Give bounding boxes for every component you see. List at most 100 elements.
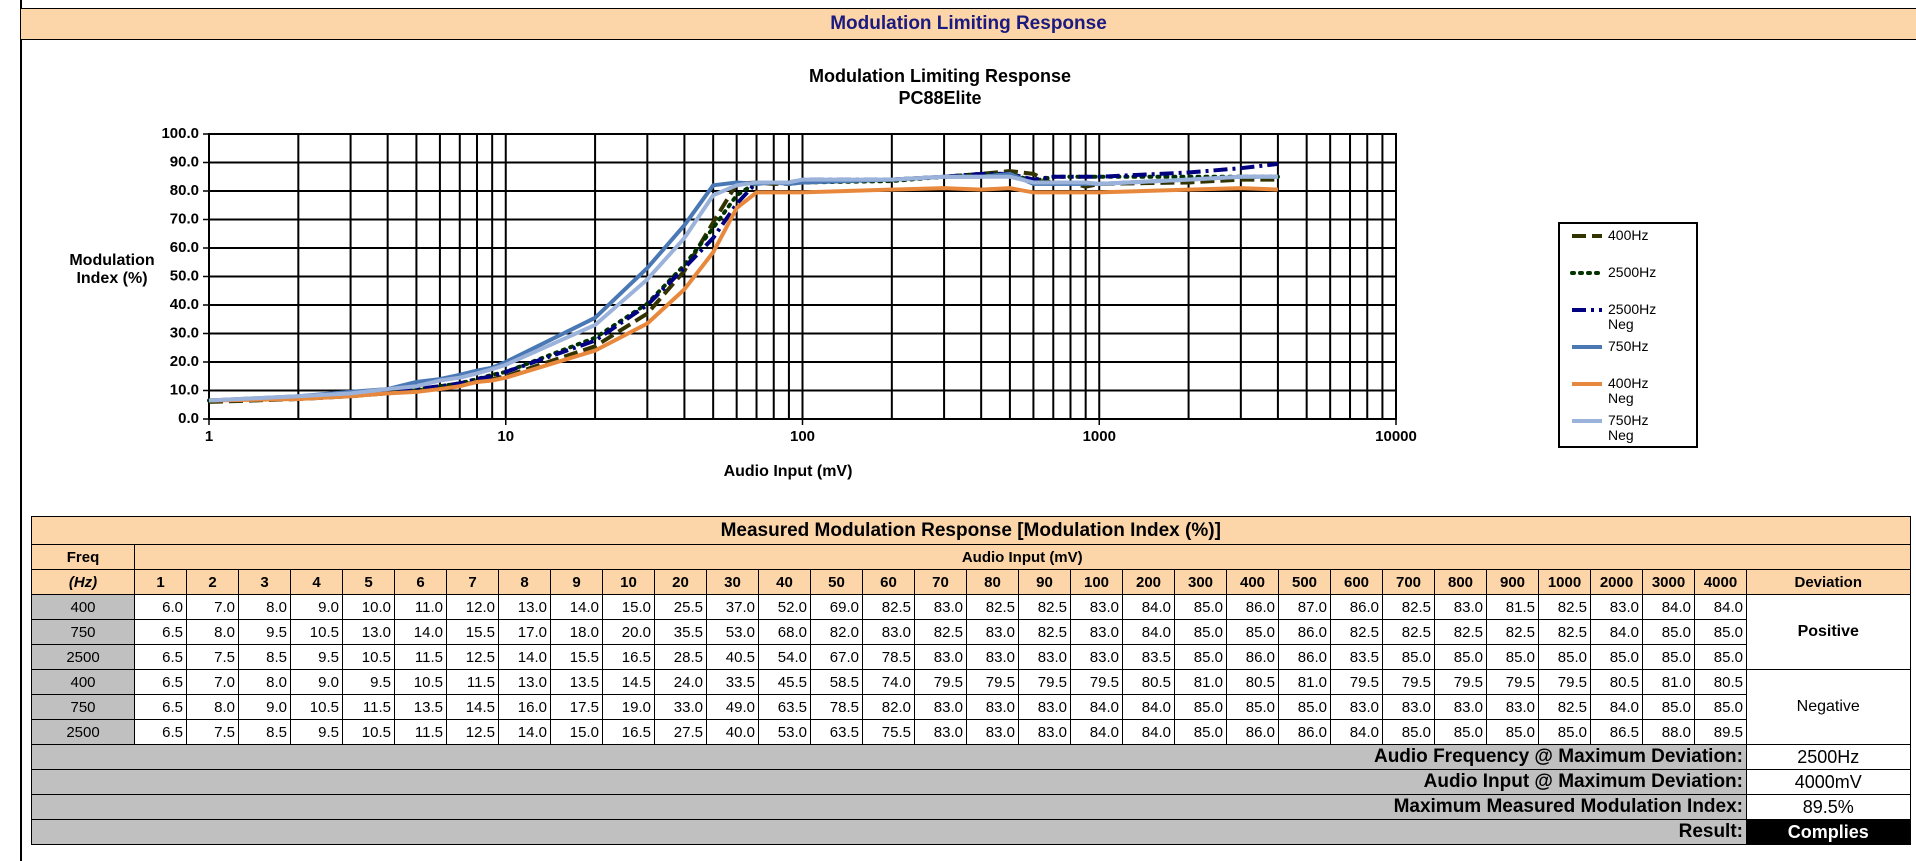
value-cell: 9.0 <box>290 594 343 620</box>
legend-label: 400Hz Neg <box>1608 375 1649 406</box>
value-cell: 7.5 <box>186 644 239 670</box>
value-cell: 86.0 <box>1226 644 1279 670</box>
value-cell: 7.0 <box>186 669 239 695</box>
value-cell: 6.0 <box>134 594 187 620</box>
value-cell: 86.0 <box>1226 594 1279 620</box>
freq-cell: 750 <box>31 619 135 645</box>
value-cell: 88.0 <box>1642 719 1695 745</box>
value-cell: 85.0 <box>1226 694 1279 720</box>
value-cell: 8.0 <box>186 694 239 720</box>
value-cell: 81.0 <box>1642 669 1695 695</box>
value-cell: 27.5 <box>654 719 707 745</box>
value-cell: 17.0 <box>498 619 551 645</box>
y-tick-label: 60.0 <box>170 239 199 256</box>
value-cell: 11.5 <box>342 694 395 720</box>
value-cell: 83.0 <box>1018 719 1071 745</box>
summary-row: Audio Input @ Maximum Deviation: 4000mV <box>31 769 1911 795</box>
value-cell: 85.0 <box>1226 619 1279 645</box>
data-table: Measured Modulation Response [Modulation… <box>31 516 1911 845</box>
summary-value: Complies <box>1746 819 1911 845</box>
value-cell: 83.0 <box>862 619 915 645</box>
freq-cell: 400 <box>31 669 135 695</box>
value-cell: 12.5 <box>446 644 499 670</box>
column-header: 2000 <box>1590 569 1643 595</box>
value-cell: 53.0 <box>758 719 811 745</box>
value-cell: 85.0 <box>1694 619 1747 645</box>
value-cell: 52.0 <box>758 594 811 620</box>
data-row: 400 6.0 7.0 8.0 9.0 10.0 11.0 12.0 13.0 14.0 15.0 2… <box>31 594 1911 670</box>
value-cell: 79.5 <box>1330 669 1383 695</box>
legend-swatch <box>1572 308 1602 312</box>
value-cell: 83.0 <box>1434 694 1487 720</box>
value-cell: 40.5 <box>706 644 759 670</box>
value-cell: 89.5 <box>1694 719 1747 745</box>
column-header: 500 <box>1278 569 1331 595</box>
value-cell: 81.5 <box>1486 594 1539 620</box>
value-cell: 9.5 <box>290 719 343 745</box>
value-cell: 84.0 <box>1122 594 1175 620</box>
value-cell: 17.5 <box>550 694 603 720</box>
column-header: 800 <box>1434 569 1487 595</box>
value-cell: 84.0 <box>1122 619 1175 645</box>
value-cell: 83.0 <box>966 694 1019 720</box>
legend-item: 400Hz <box>1560 228 1696 265</box>
value-cell: 82.5 <box>1486 619 1539 645</box>
value-cell: 9.0 <box>290 669 343 695</box>
value-cell: 82.5 <box>1538 594 1591 620</box>
legend-label: 750Hz <box>1608 338 1649 354</box>
value-cell: 85.0 <box>1694 694 1747 720</box>
value-cell: 85.0 <box>1174 594 1227 620</box>
legend-item: 400Hz Neg <box>1560 376 1696 413</box>
table-container: Measured Modulation Response [Modulation… <box>31 516 1911 845</box>
value-cell: 85.0 <box>1382 644 1435 670</box>
value-cell: 6.5 <box>134 619 187 645</box>
freq-cell: 750 <box>31 694 135 720</box>
value-cell: 79.5 <box>966 669 1019 695</box>
value-cell: 82.5 <box>966 594 1019 620</box>
legend-swatch <box>1572 345 1602 349</box>
value-cell: 85.0 <box>1434 719 1487 745</box>
value-cell: 85.0 <box>1642 619 1695 645</box>
value-cell: 11.5 <box>394 644 447 670</box>
summary-value: 4000mV <box>1746 769 1911 795</box>
value-cell: 13.0 <box>498 594 551 620</box>
value-cell: 84.0 <box>1694 594 1747 620</box>
value-cell: 83.0 <box>914 644 967 670</box>
column-header-row: (Hz) 1 2 3 4 5 6 7 8 9 10 20 30 40 50 60 70 80 90 100 200 300… <box>31 569 1911 595</box>
value-cell: 9.5 <box>238 619 291 645</box>
value-cell: 8.5 <box>238 644 291 670</box>
value-cell: 14.0 <box>498 719 551 745</box>
value-cell: 84.0 <box>1122 694 1175 720</box>
value-cell: 85.0 <box>1278 694 1331 720</box>
value-cell: 79.5 <box>1486 669 1539 695</box>
column-header: 3000 <box>1642 569 1695 595</box>
value-cell: 16.5 <box>602 719 655 745</box>
value-cell: 82.0 <box>810 619 863 645</box>
legend-swatch <box>1570 271 1604 275</box>
x-tick-label: 1 <box>205 428 213 445</box>
value-cell: 83.0 <box>1486 694 1539 720</box>
column-header: 1 <box>134 569 187 595</box>
summary-label: Maximum Measured Modulation Index: <box>31 794 1747 820</box>
summary-value: 2500Hz <box>1746 744 1911 770</box>
value-cell: 79.5 <box>914 669 967 695</box>
value-cell: 28.5 <box>654 644 707 670</box>
column-header: 5 <box>342 569 395 595</box>
legend-item: 750Hz <box>1560 339 1696 376</box>
value-cell: 14.0 <box>394 619 447 645</box>
column-header: 7 <box>446 569 499 595</box>
value-cell: 85.0 <box>1174 694 1227 720</box>
value-cell: 83.0 <box>1070 619 1123 645</box>
value-cell: 45.5 <box>758 669 811 695</box>
value-cell: 85.0 <box>1382 719 1435 745</box>
value-cell: 84.0 <box>1070 719 1123 745</box>
value-cell: 79.5 <box>1538 669 1591 695</box>
summary-label: Audio Frequency @ Maximum Deviation: <box>31 744 1747 770</box>
value-cell: 82.5 <box>1330 619 1383 645</box>
value-cell: 81.0 <box>1174 669 1227 695</box>
column-header: 2 <box>186 569 239 595</box>
data-row: 750 6.5 8.0 9.0 10.5 11.5 13.5 14.5 16.0 17.5 19.0… <box>31 694 1911 720</box>
x-tick-label: 10 <box>497 428 514 445</box>
value-cell: 15.0 <box>550 719 603 745</box>
table-body: Measured Modulation Response [Modulation… <box>31 516 1911 845</box>
